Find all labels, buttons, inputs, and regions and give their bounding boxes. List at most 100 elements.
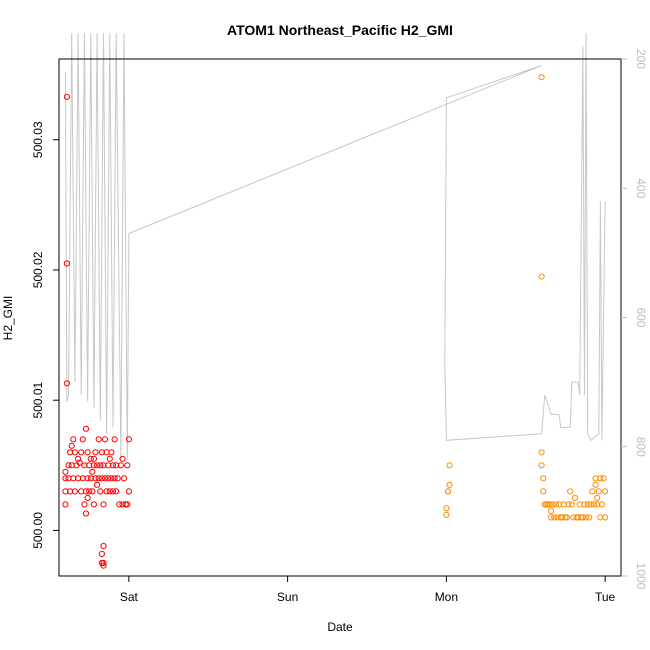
y-tick-label: 500.02 <box>31 251 45 288</box>
data-point <box>65 462 72 469</box>
data-point <box>598 501 606 508</box>
data-point <box>583 514 590 521</box>
data-point <box>71 488 79 495</box>
x-tick-label: Tue <box>595 590 616 604</box>
data-point <box>109 488 117 495</box>
data-point <box>443 505 450 512</box>
data-point <box>95 436 102 443</box>
data-point <box>592 481 599 488</box>
data-point <box>551 514 558 521</box>
data-point <box>587 501 594 508</box>
data-point <box>600 475 607 482</box>
data-point <box>87 475 94 482</box>
chart-title: ATOM1 Northeast_Pacific H2_GMI <box>227 22 453 38</box>
data-point <box>98 475 106 482</box>
data-point <box>94 462 101 469</box>
data-point <box>114 475 121 482</box>
data-point <box>68 442 75 449</box>
data-point <box>113 488 120 495</box>
data-point <box>552 501 560 508</box>
data-point <box>117 462 125 469</box>
data-point <box>84 475 91 482</box>
data-point <box>76 459 83 466</box>
data-point <box>549 501 556 508</box>
data-point <box>82 510 90 517</box>
data-point <box>548 507 555 514</box>
secondary-y-tick-label: 200 <box>634 49 648 69</box>
y-axis-title: H2_GMI <box>1 296 15 341</box>
data-point <box>538 462 545 469</box>
data-point <box>602 488 609 495</box>
data-point <box>556 501 563 508</box>
data-point <box>589 488 596 495</box>
data-point <box>446 462 453 469</box>
series-line <box>64 33 606 460</box>
data-point <box>62 488 69 495</box>
data-point <box>86 488 93 495</box>
secondary-y-tick-label: 600 <box>634 307 648 327</box>
data-point <box>92 449 99 456</box>
data-point <box>100 542 107 550</box>
data-point <box>540 488 547 495</box>
data-point <box>98 449 106 456</box>
data-point <box>546 501 553 508</box>
points-layer <box>62 74 609 569</box>
data-point <box>586 514 593 521</box>
data-point <box>559 514 566 521</box>
data-point <box>540 475 547 482</box>
data-point <box>444 488 452 495</box>
data-point <box>595 488 602 495</box>
data-point <box>590 501 598 508</box>
data-point <box>124 501 131 508</box>
data-point <box>538 273 545 280</box>
data-point <box>98 550 106 558</box>
secondary-y-tick-label: 1000 <box>634 563 648 590</box>
data-point <box>571 494 579 501</box>
x-tick-label: Sat <box>120 590 139 604</box>
data-point <box>125 488 132 495</box>
data-point <box>70 436 77 443</box>
data-point <box>97 462 104 469</box>
secondary-y-tick-label: 400 <box>634 178 648 198</box>
data-point <box>584 501 591 508</box>
data-point <box>124 462 131 469</box>
data-point <box>594 494 601 501</box>
data-point <box>82 488 90 495</box>
data-point <box>594 501 601 508</box>
secondary-y-axis: 200 400 600 800 1000 <box>621 49 648 590</box>
data-point <box>89 468 96 475</box>
data-point <box>579 514 587 521</box>
data-point <box>62 468 69 475</box>
data-point <box>62 475 69 482</box>
data-point <box>92 475 99 482</box>
data-point <box>95 475 102 482</box>
data-point <box>568 501 575 508</box>
data-point <box>101 475 109 482</box>
data-point <box>602 514 609 521</box>
x-axis-title: Date <box>327 620 353 634</box>
data-point <box>106 455 113 462</box>
x-tick-label: Sun <box>277 590 298 604</box>
y-tick-label: 500.00 <box>31 512 45 549</box>
data-point <box>116 501 123 508</box>
data-point <box>538 449 545 456</box>
data-point <box>105 475 112 482</box>
data-point <box>98 559 106 567</box>
data-point <box>103 488 110 495</box>
data-point <box>443 511 450 518</box>
data-point <box>125 436 132 443</box>
data-point <box>78 449 85 456</box>
data-point <box>538 74 545 81</box>
y-tick-label: 500.01 <box>31 382 45 419</box>
data-point <box>563 514 571 521</box>
data-point <box>111 475 118 482</box>
data-point <box>565 501 572 508</box>
data-point <box>71 449 79 456</box>
line-layer <box>64 33 606 460</box>
data-point <box>82 425 90 432</box>
data-point <box>111 436 118 443</box>
data-point <box>90 501 98 508</box>
